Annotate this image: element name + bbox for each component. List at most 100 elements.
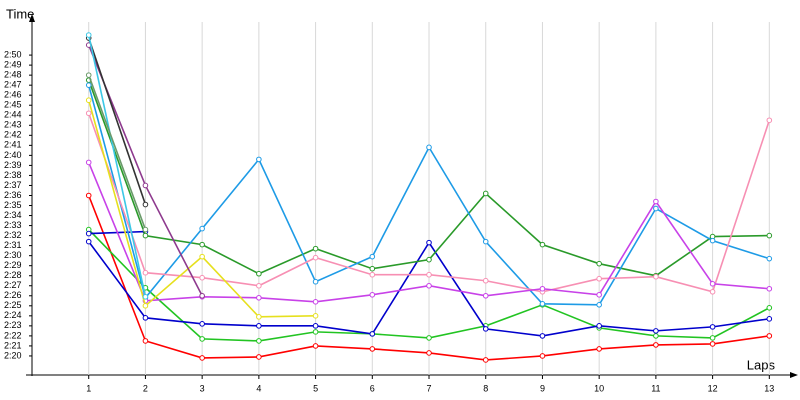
point [596, 323, 602, 329]
y-axis-arrow [29, 14, 35, 22]
y-tick-label: 2:50 [4, 49, 22, 59]
point [426, 239, 432, 246]
point [369, 253, 376, 260]
x-tick-label: 10 [594, 383, 604, 393]
point [142, 226, 149, 233]
y-tick-label: 2:33 [4, 220, 22, 230]
point [426, 282, 432, 289]
point [482, 238, 489, 245]
point [256, 354, 262, 360]
point [709, 280, 716, 287]
y-tick-label: 2:24 [4, 310, 22, 320]
point [653, 273, 659, 280]
y-tick-label: 2:44 [4, 110, 22, 120]
x-tick-label: 8 [483, 383, 488, 393]
y-tick-label: 2:39 [4, 160, 22, 170]
y-tick-label: 2:26 [4, 290, 22, 300]
point [85, 72, 92, 78]
point [709, 324, 716, 330]
point [85, 238, 92, 245]
point [766, 117, 773, 124]
point [199, 241, 205, 248]
x-axis-arrow [790, 372, 798, 378]
point [539, 285, 546, 292]
point [142, 338, 149, 344]
point [312, 323, 319, 329]
y-tick-label: 2:28 [4, 270, 22, 280]
point [709, 237, 716, 244]
point [256, 323, 262, 329]
point [539, 300, 546, 307]
x-tick-label: 11 [651, 383, 660, 393]
y-tick-label: 2:38 [4, 170, 22, 180]
point [312, 298, 319, 305]
x-tick-label: 6 [370, 383, 375, 393]
point [85, 82, 92, 88]
point [142, 269, 149, 276]
y-tick-label: 2:45 [4, 100, 22, 110]
y-tick-label: 2:21 [4, 340, 22, 350]
y-axis-title: Time [6, 6, 34, 21]
point [312, 329, 319, 335]
y-tick-label: 2:34 [4, 210, 22, 220]
point [199, 274, 205, 281]
point [312, 343, 319, 349]
point [369, 331, 376, 337]
point [596, 291, 602, 298]
point [653, 333, 659, 339]
point [256, 156, 262, 163]
point [199, 225, 205, 232]
series-line [87, 34, 147, 297]
series-line [87, 74, 147, 230]
point [85, 159, 92, 166]
point [653, 328, 659, 334]
point [539, 241, 546, 248]
y-tick-label: 2:27 [4, 280, 22, 290]
point [482, 326, 489, 332]
point [312, 278, 319, 285]
series-line [87, 37, 147, 205]
point [539, 333, 546, 339]
point [312, 245, 319, 252]
y-tick-label: 2:46 [4, 90, 22, 100]
x-tick-label: 1 [86, 383, 91, 393]
point [142, 232, 149, 239]
point [653, 198, 659, 205]
point [312, 313, 319, 319]
point [369, 346, 376, 352]
point [85, 192, 92, 199]
point [142, 315, 149, 321]
point [766, 232, 773, 239]
point [426, 271, 432, 278]
y-tick-label: 2:22 [4, 330, 22, 340]
point [312, 254, 319, 261]
x-tick-label: 5 [313, 383, 318, 393]
y-tick-label: 2:31 [4, 240, 22, 250]
point [653, 342, 659, 348]
point [596, 275, 602, 282]
point [369, 265, 376, 272]
y-tick-label: 2:43 [4, 120, 22, 130]
x-tick-label: 9 [540, 383, 545, 393]
point [766, 333, 773, 339]
point [142, 293, 149, 300]
point [596, 346, 602, 352]
point [596, 260, 602, 267]
y-tick-label: 2:23 [4, 320, 22, 330]
point [256, 294, 262, 301]
point [709, 288, 716, 295]
point [369, 271, 376, 278]
y-tick-label: 2:35 [4, 200, 22, 210]
y-tick-label: 2:49 [4, 59, 22, 69]
point [709, 341, 716, 347]
point [256, 338, 262, 344]
point [256, 282, 262, 289]
y-tick-label: 2:41 [4, 140, 22, 150]
point [256, 270, 262, 277]
point [426, 256, 432, 263]
point [369, 291, 376, 298]
point [766, 316, 773, 322]
point [85, 32, 92, 38]
point [142, 303, 149, 309]
